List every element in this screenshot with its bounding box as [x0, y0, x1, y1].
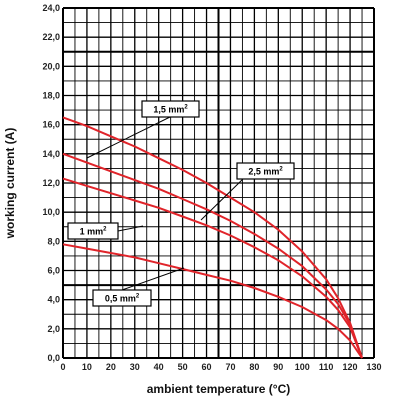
series-label: 2,5 mm2: [248, 167, 283, 177]
series-line-0: [62, 116, 363, 359]
x-tick-label: 0: [60, 362, 65, 372]
x-tick-label: 10: [82, 362, 92, 372]
x-tick-label: 50: [178, 362, 188, 372]
series-lines: [62, 116, 363, 359]
callout-box: [92, 289, 152, 307]
series-label: 1,5 mm2: [153, 105, 188, 115]
y-tick-label: 0,0: [47, 353, 60, 363]
series-label: 0,5 mm2: [105, 294, 140, 304]
series-line-1: [62, 152, 363, 359]
y-tick-label: 6,0: [47, 266, 60, 276]
y-tick-label: 8,0: [47, 236, 60, 246]
y-tick-label: 14,0: [42, 149, 60, 159]
callout-leader: [200, 177, 245, 221]
x-tick-label: 80: [249, 362, 259, 372]
series-line-2: [62, 177, 363, 359]
series-line-3: [62, 243, 363, 359]
x-tick-label: 120: [343, 362, 358, 372]
y-tick-labels: 0,0 2,0 4,0 6,0 8,0 10,0 12,0 14,0 16,0 18,0 20,0 2…: [42, 3, 60, 363]
y-tick-label: 18,0: [42, 91, 60, 101]
grid: [62, 7, 375, 359]
x-tick-label: 110: [319, 362, 334, 372]
x-tick-label: 90: [273, 362, 283, 372]
x-tick-label: 60: [202, 362, 212, 372]
x-tick-label: 40: [154, 362, 164, 372]
x-axis-title: ambient temperature (°C): [147, 382, 291, 396]
series-callouts: 1,5 mm2 2,5 mm2 1 mm2 0,5 mm2: [67, 100, 295, 307]
y-axis-title: working current (A): [3, 128, 17, 240]
callout-box: [141, 100, 200, 118]
y-tick-label: 24,0: [42, 3, 60, 13]
y-tick-label: 12,0: [42, 178, 60, 188]
x-tick-label: 70: [225, 362, 235, 372]
y-tick-label: 22,0: [42, 32, 60, 42]
callout-leader: [117, 225, 144, 232]
x-tick-label: 130: [366, 362, 381, 372]
callout-box: [67, 222, 119, 240]
callout-leader: [86, 116, 171, 159]
x-tick-label: 100: [295, 362, 310, 372]
series-label: 1 mm2: [80, 227, 108, 237]
y-tick-label: 10,0: [42, 207, 60, 217]
callout-box: [236, 162, 295, 180]
y-tick-label: 20,0: [42, 61, 60, 71]
y-tick-label: 4,0: [47, 295, 60, 305]
y-tick-label: 16,0: [42, 120, 60, 130]
x-tick-label: 30: [130, 362, 140, 372]
callout-leader: [121, 267, 185, 291]
x-tick-label: 20: [106, 362, 116, 372]
x-tick-labels: 0 10 20 30 40 50 60 70 80 90 100 110 120 130: [60, 362, 381, 372]
y-tick-label: 2,0: [47, 324, 60, 334]
